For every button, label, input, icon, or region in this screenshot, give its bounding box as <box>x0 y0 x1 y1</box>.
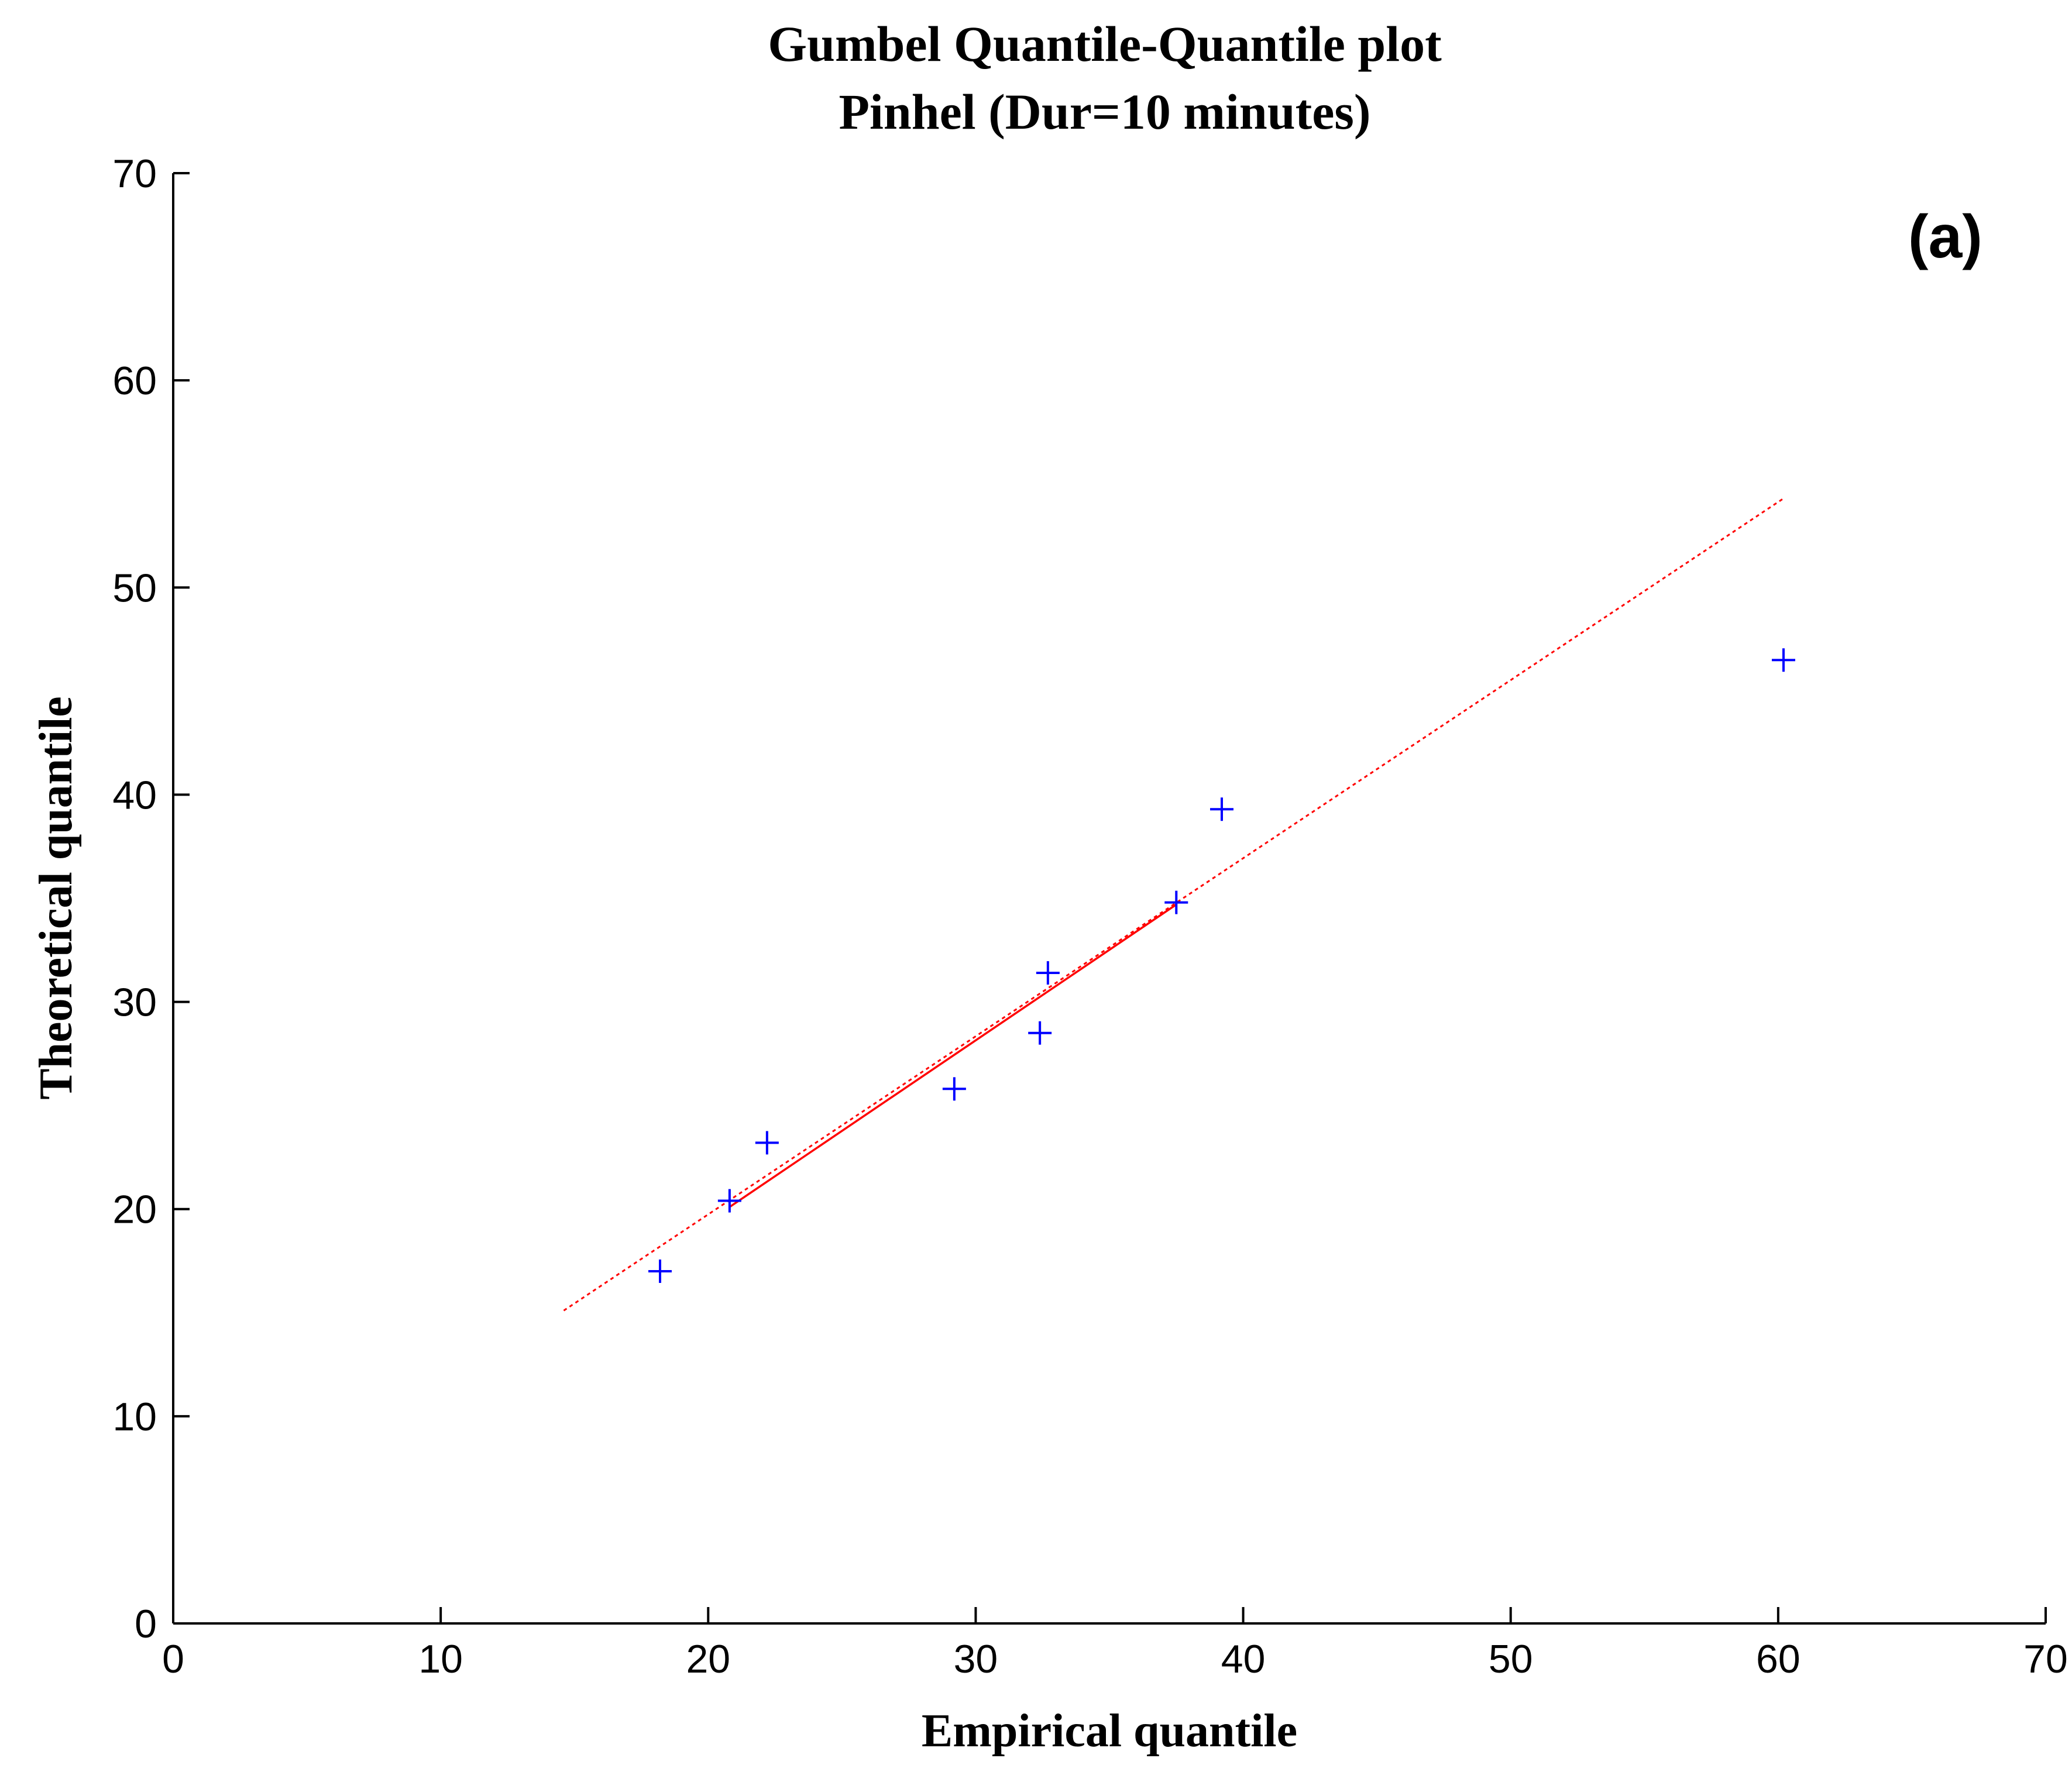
y-tick-label: 30 <box>112 980 157 1025</box>
x-tick-label: 30 <box>954 1637 998 1681</box>
x-tick-label: 50 <box>1489 1637 1533 1681</box>
axes <box>172 173 2046 1625</box>
x-axis-label: Empirical quantile <box>922 1705 1297 1757</box>
y-tick-label: 50 <box>112 566 157 610</box>
x-tick-label: 40 <box>1221 1637 1266 1681</box>
y-tick-label: 60 <box>112 359 157 403</box>
chart-title: Gumbel Quantile-Quantile plot <box>768 16 1442 72</box>
data-point <box>1164 890 1188 914</box>
y-tick-label: 20 <box>112 1188 157 1232</box>
data-point <box>1028 1021 1052 1045</box>
data-points <box>648 648 1795 1283</box>
x-tick-label: 20 <box>686 1637 730 1681</box>
y-tick-label: 10 <box>112 1395 157 1439</box>
fit-line-dashed <box>563 497 1784 1312</box>
chart-subtitle: Pinhel (Dur=10 minutes) <box>839 84 1370 140</box>
x-tick-label: 10 <box>418 1637 463 1681</box>
y-tick-label: 0 <box>135 1602 157 1646</box>
panel-label: (a) <box>1908 203 1982 271</box>
x-ticks: 0 10 20 30 40 50 60 70 <box>162 1607 2068 1681</box>
data-point <box>942 1077 966 1101</box>
x-tick-label: 0 <box>162 1637 184 1681</box>
y-ticks: 0 10 20 30 40 50 60 70 <box>112 152 190 1646</box>
data-point <box>717 1189 741 1213</box>
y-axis-label: Theoretical quantile <box>30 696 82 1100</box>
data-point <box>1210 797 1233 821</box>
x-tick-label: 60 <box>1756 1637 1800 1681</box>
y-tick-label: 70 <box>112 152 157 196</box>
fit-line-solid <box>729 903 1177 1208</box>
data-point <box>648 1259 672 1283</box>
x-tick-label: 70 <box>2023 1637 2068 1681</box>
y-tick-label: 40 <box>112 773 157 817</box>
data-point <box>1772 648 1795 672</box>
data-point <box>755 1131 779 1155</box>
data-point <box>1036 961 1060 985</box>
